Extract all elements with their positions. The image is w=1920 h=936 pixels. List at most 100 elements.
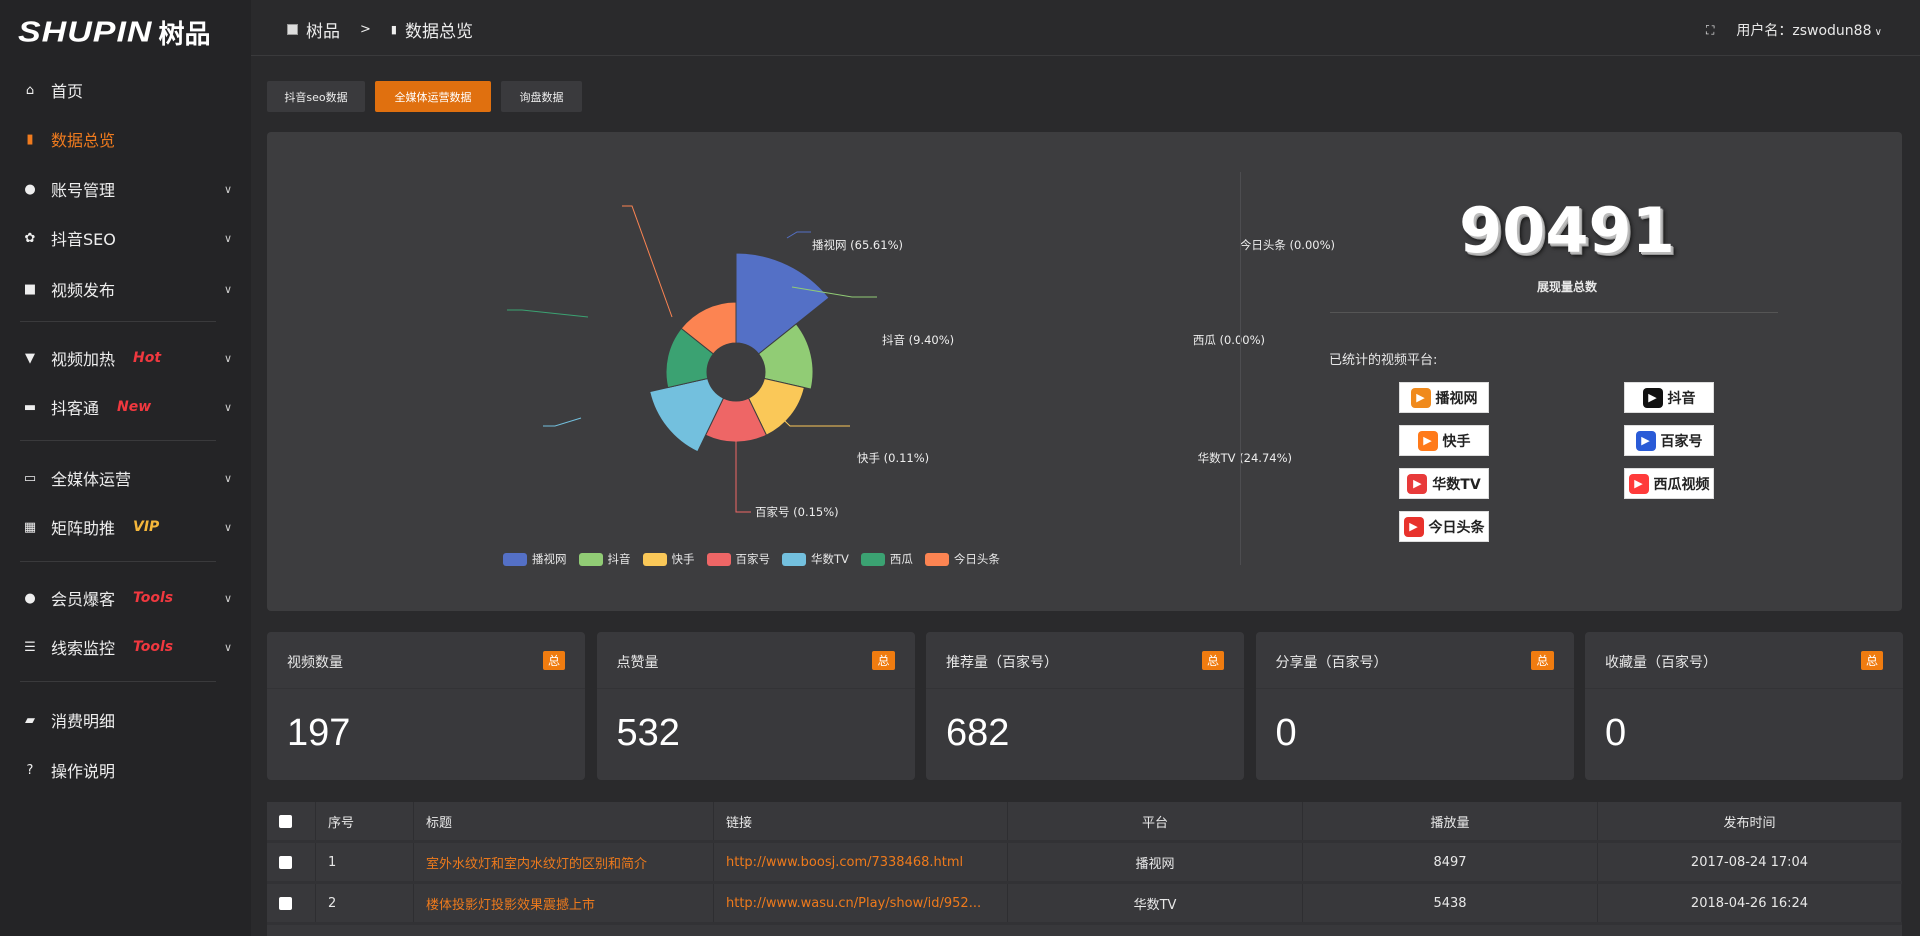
legend-item-3[interactable]: 百家号 [706, 551, 770, 567]
stat-card-2: 推荐量（百家号） 总 682 [926, 632, 1244, 780]
url-link[interactable]: http://www.boosj.com/7338468.html [726, 854, 964, 870]
platform-icon: ▶ [1407, 473, 1428, 494]
chevron-down-icon: ∨ [223, 231, 232, 245]
sidebar-badge: Hot [133, 350, 162, 366]
overview-panel: 播视网 (65.61%) 抖音 (9.40%) 快手 (0.11%) 百家号 (0.1… [267, 132, 1902, 611]
legend-item-1[interactable]: 抖音 [578, 551, 631, 567]
total-badge: 总 [1531, 651, 1554, 670]
stat-card-3: 分享量（百家号） 总 0 [1255, 632, 1574, 780]
fullscreen-icon[interactable]: ⛶ [1705, 22, 1715, 37]
checkbox-cell [267, 884, 316, 922]
grid-icon: ▦ [23, 519, 37, 535]
sidebar-divider [20, 321, 216, 322]
sidebar-item-label: 会员爆客 [51, 590, 116, 609]
label-line-0 [786, 231, 811, 239]
cell-text: 平台 [1141, 815, 1168, 831]
sidebar-item-10[interactable]: ☰ 线索监控 Tools ∨ [22, 635, 232, 659]
title-link[interactable]: 室外水纹灯和室内水纹灯的区别和简介 [426, 856, 648, 872]
pie-sector-4[interactable] [649, 377, 725, 453]
platform-logo-6: ▶ 今日头条 [1399, 511, 1489, 542]
total-badge: 总 [542, 651, 565, 670]
sidebar-item-2[interactable]: ● 账号管理 ∨ [22, 177, 232, 201]
cell: 2 [316, 884, 414, 922]
sidebar-badge: Tools [133, 639, 174, 655]
sidebar-item-11[interactable]: ▰ 消费明细 [22, 708, 232, 732]
pie-sector-6[interactable] [680, 301, 737, 355]
sidebar-item-7[interactable]: ▭ 全媒体运营 ∨ [22, 466, 232, 490]
tab-douyin-seo[interactable]: 抖音seo数据 [267, 81, 365, 112]
cell-text: 标题 [426, 815, 453, 831]
sidebar-item-5[interactable]: ▼ 视频加热 Hot ∨ [22, 346, 232, 370]
legend-item-2[interactable]: 快手 [642, 551, 695, 567]
pie-label-6: 今日头条 (0.00%) [1239, 238, 1335, 252]
sidebar-item-label: 视频发布 [51, 281, 116, 300]
stat-value: 532 [616, 712, 680, 754]
tab-inquiry[interactable]: 询盘数据 [501, 81, 582, 112]
platform-icon: ▶ [1410, 387, 1431, 408]
stat-value: 0 [1605, 712, 1627, 754]
chart-icon [287, 24, 298, 35]
pie-label-4: 华数TV (24.74%) [1197, 451, 1292, 465]
username: 用户名：zswodun88 [1736, 23, 1872, 39]
legend-item-0[interactable]: 播视网 [503, 551, 567, 567]
platform-logo-0: ▶ 播视网 [1399, 382, 1489, 413]
row-checkbox[interactable] [279, 896, 292, 910]
tab-label: 询盘数据 [519, 90, 564, 104]
sidebar-item-3[interactable]: ✿ 抖音SEO ∨ [22, 226, 232, 250]
pie-sector-1[interactable] [757, 323, 814, 390]
sidebar-badge: VIP [133, 519, 160, 535]
user-menu[interactable]: 用户名：zswodun88 ∨ [1736, 20, 1882, 40]
legend-item-5[interactable]: 西瓜 [860, 551, 913, 567]
legend-label: 华数TV [811, 552, 849, 566]
pie-sector-0[interactable] [735, 252, 830, 355]
legend-swatch [924, 553, 949, 566]
legend-swatch [706, 553, 731, 566]
sidebar-item-label: 视频加热 [51, 350, 116, 369]
url-link[interactable]: http://www.wasu.cn/Play/show/id/952... [726, 895, 982, 911]
sidebar-item-1[interactable]: ▮ 数据总览 [22, 127, 232, 151]
home-icon: ⌂ [25, 82, 35, 98]
sidebar-item-0[interactable]: ⌂ 首页 [22, 78, 232, 102]
total-impressions: 90491 [1459, 194, 1675, 267]
divider [926, 688, 1244, 689]
sidebar-item-8[interactable]: ▦ 矩阵助推 VIP ∨ [22, 515, 232, 539]
tab-all-media[interactable]: 全媒体运营数据 [375, 81, 491, 112]
breadcrumb-home[interactable]: 树品 [306, 22, 340, 42]
tab-label: 全媒体运营数据 [394, 90, 472, 104]
cell: 室外水纹灯和室内水纹灯的区别和简介 [414, 843, 714, 881]
label-line-6 [622, 205, 673, 318]
cell: 楼体投影灯投影效果震撼上市 [414, 884, 714, 922]
sidebar-item-label: 消费明细 [51, 712, 116, 731]
brand-logo-text: SHUPIN [18, 15, 153, 48]
sidebar-item-label: 抖客通 [51, 399, 100, 418]
user-icon: ● [24, 181, 36, 197]
brand-logo[interactable]: SHUPIN 树品 [18, 12, 210, 52]
row-checkbox[interactable] [279, 814, 292, 828]
sidebar-item-9[interactable]: ● 会员爆客 Tools ∨ [22, 586, 232, 610]
sidebar-item-4[interactable]: ■ 视频发布 ∨ [22, 277, 232, 301]
total-impressions-label: 展现量总数 [1536, 280, 1597, 294]
cell: 播放量 [1303, 802, 1598, 840]
legend-item-6[interactable]: 今日头条 [924, 551, 1000, 567]
cell-text: 发布时间 [1723, 815, 1776, 831]
sidebar-badge: New [117, 399, 152, 415]
sidebar-item-6[interactable]: ▬ 抖客通 New ∨ [22, 395, 232, 419]
top-header: 树品 > ▮ 数据总览 ⛶ 用户名：zswodun88 ∨ [251, 0, 1920, 56]
platform-logo-1: ▶ 抖音 [1624, 382, 1714, 413]
platform-icon: ▶ [1642, 387, 1663, 408]
title-link[interactable]: 楼体投影灯投影效果震撼上市 [426, 897, 596, 913]
pie-label-3: 百家号 (0.15%) [755, 505, 839, 519]
platform-icon: ▶ [1628, 473, 1649, 494]
video-camera-icon: ■ [23, 281, 37, 297]
flame-sign-icon: ▼ [25, 350, 35, 366]
sidebar-item-12[interactable]: ? 操作说明 [22, 758, 232, 782]
sidebar-badge: Tools [133, 590, 174, 606]
chevron-down-icon: ∨ [223, 591, 232, 605]
chevron-down-icon: ∨ [223, 182, 232, 196]
platform-name: 华数TV [1432, 476, 1481, 493]
row-checkbox[interactable] [279, 855, 292, 869]
legend-label: 西瓜 [889, 552, 913, 566]
legend-item-4[interactable]: 华数TV [782, 551, 849, 567]
sidebar-divider [20, 440, 216, 441]
cell: 华数TV [1008, 884, 1303, 922]
